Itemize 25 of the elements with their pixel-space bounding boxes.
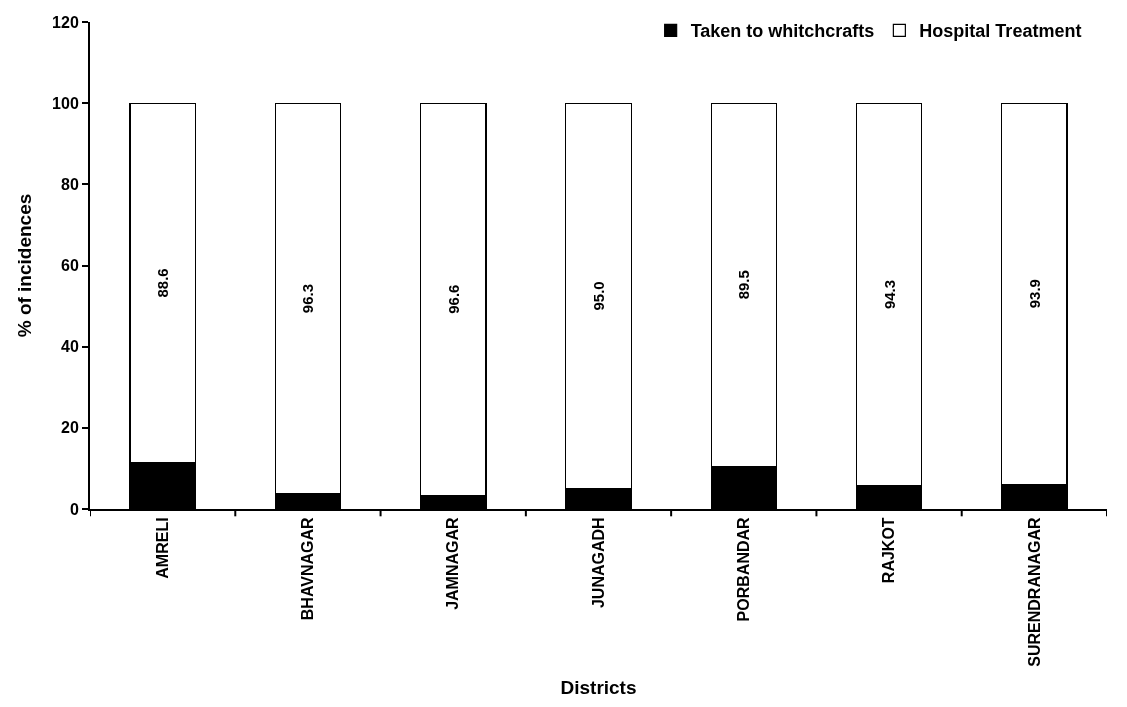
y-tick-label: 20 — [61, 419, 79, 437]
x-tick-label: RAJKOT — [880, 517, 898, 584]
y-axis-title: % of incidences — [14, 193, 36, 338]
y-tick-label: 100 — [52, 94, 79, 112]
y-tick-label: 40 — [61, 338, 79, 356]
x-tick-label: AMRELI — [153, 517, 171, 579]
y-tick-label: 0 — [69, 500, 79, 518]
x-tick-label: PORBANDAR — [734, 516, 752, 622]
x-tick-label: JAMNAGAR — [444, 516, 462, 610]
data-label: 96.6 — [444, 284, 462, 314]
x-tick-label: SURENDRANAGAR — [1025, 516, 1043, 667]
data-label: 88.6 — [154, 268, 172, 298]
y-tick-label: 120 — [52, 13, 79, 31]
legend-label: Hospital Treatment — [919, 21, 1082, 42]
x-tick-label: JUNAGADH — [589, 517, 607, 609]
x-axis-title: Districts — [560, 677, 637, 699]
data-label: 89.5 — [735, 270, 753, 300]
data-label: 94.3 — [880, 279, 898, 310]
legend-label: Taken to whitchcrafts — [690, 21, 875, 42]
y-tick-label: 60 — [61, 257, 79, 275]
y-tick-label: 80 — [61, 175, 79, 193]
data-label: 95.0 — [590, 281, 607, 311]
data-label: 93.9 — [1025, 279, 1043, 309]
x-tick-label: BHAVNAGAR — [299, 516, 317, 621]
data-label: 96.3 — [299, 283, 317, 314]
